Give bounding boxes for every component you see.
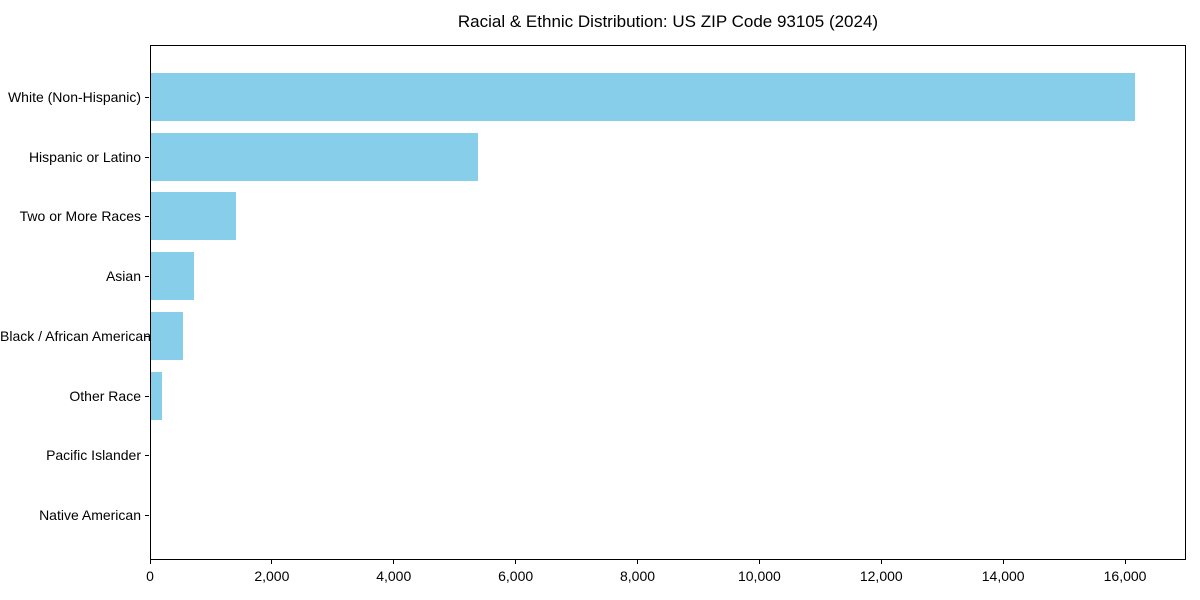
x-tick-mark — [271, 560, 273, 564]
y-tick-label: Native American — [39, 506, 141, 523]
y-tick-mark — [145, 216, 149, 218]
x-tick-label: 2,000 — [254, 568, 290, 584]
x-tick-mark — [1124, 560, 1126, 564]
x-tick-mark — [1002, 560, 1004, 564]
bar-two-or-more-races — [151, 192, 236, 241]
y-tick-mark — [145, 455, 149, 457]
y-tick-label: Hispanic or Latino — [28, 148, 141, 165]
y-tick-mark — [145, 395, 149, 397]
x-tick-mark — [393, 560, 395, 564]
y-tick-mark — [145, 276, 149, 278]
x-tick-label: 14,000 — [981, 568, 1025, 584]
y-tick-mark — [145, 335, 149, 337]
x-tick-label: 16,000 — [1103, 568, 1147, 584]
x-tick-label: 4,000 — [376, 568, 412, 584]
y-tick-label: Pacific Islander — [46, 447, 141, 464]
y-tick-mark — [145, 514, 149, 516]
x-tick-label: 10,000 — [737, 568, 781, 584]
x-tick-mark — [515, 560, 517, 564]
plot-area — [150, 45, 1186, 560]
x-tick-label: 0 — [146, 568, 154, 584]
x-tick-mark — [149, 560, 151, 564]
x-tick-label: 12,000 — [859, 568, 903, 584]
x-tick-mark — [758, 560, 760, 564]
chart-title: Racial & Ethnic Distribution: US ZIP Cod… — [457, 12, 879, 31]
y-tick-mark — [145, 97, 149, 98]
y-tick-label: Other Race — [69, 387, 141, 404]
y-tick-mark — [145, 156, 149, 158]
bar-hispanic-or-latino — [151, 132, 478, 181]
x-tick-label: 6,000 — [498, 568, 534, 584]
bar-asian — [151, 252, 194, 301]
x-tick-label: 8,000 — [619, 568, 656, 584]
bar-black-african-american — [151, 311, 183, 360]
y-tick-label: Asian — [105, 268, 141, 285]
x-tick-mark — [637, 560, 639, 564]
x-tick-mark — [880, 560, 882, 564]
y-tick-label: Two or More Races — [19, 208, 141, 225]
y-tick-label: White (Non-Hispanic) — [7, 89, 141, 105]
bar-white-non-hispanic — [151, 73, 1135, 121]
y-tick-label: Black / African American — [0, 327, 151, 344]
bar-other-race — [151, 371, 162, 420]
